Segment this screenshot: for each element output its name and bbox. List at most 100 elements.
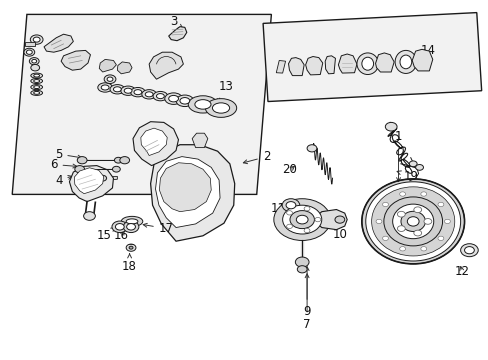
Ellipse shape bbox=[194, 100, 211, 109]
Text: 19: 19 bbox=[396, 170, 417, 183]
Ellipse shape bbox=[413, 230, 421, 236]
Polygon shape bbox=[117, 62, 132, 74]
Text: 15: 15 bbox=[96, 228, 115, 242]
Ellipse shape bbox=[415, 165, 423, 170]
Ellipse shape bbox=[164, 93, 182, 104]
Ellipse shape bbox=[83, 212, 95, 220]
Polygon shape bbox=[61, 50, 90, 70]
Ellipse shape bbox=[142, 90, 156, 99]
Ellipse shape bbox=[99, 175, 106, 181]
Polygon shape bbox=[168, 27, 186, 41]
Ellipse shape bbox=[304, 228, 309, 233]
Ellipse shape bbox=[397, 211, 405, 217]
Ellipse shape bbox=[31, 64, 40, 71]
Ellipse shape bbox=[104, 75, 116, 84]
Polygon shape bbox=[325, 56, 335, 74]
Ellipse shape bbox=[399, 55, 411, 69]
Ellipse shape bbox=[126, 219, 138, 224]
Ellipse shape bbox=[212, 103, 229, 113]
Polygon shape bbox=[316, 210, 346, 230]
Text: 10: 10 bbox=[331, 224, 346, 240]
Ellipse shape bbox=[306, 145, 316, 152]
Ellipse shape bbox=[101, 85, 109, 90]
Ellipse shape bbox=[124, 88, 132, 93]
Text: 7: 7 bbox=[303, 274, 310, 330]
Ellipse shape bbox=[145, 92, 153, 97]
Polygon shape bbox=[25, 42, 35, 46]
Ellipse shape bbox=[156, 94, 164, 99]
Ellipse shape bbox=[304, 207, 309, 211]
Ellipse shape bbox=[356, 53, 378, 75]
Ellipse shape bbox=[296, 215, 307, 224]
Polygon shape bbox=[74, 168, 103, 194]
Polygon shape bbox=[159, 163, 211, 212]
Text: 9: 9 bbox=[303, 267, 310, 318]
Ellipse shape bbox=[314, 217, 320, 222]
Ellipse shape bbox=[460, 244, 477, 257]
Ellipse shape bbox=[361, 179, 464, 264]
Ellipse shape bbox=[282, 205, 321, 234]
Text: 17: 17 bbox=[143, 222, 173, 235]
Ellipse shape bbox=[176, 95, 193, 107]
Ellipse shape bbox=[371, 187, 454, 256]
Ellipse shape bbox=[123, 221, 139, 233]
Ellipse shape bbox=[34, 86, 40, 89]
Text: 12: 12 bbox=[454, 265, 468, 278]
Ellipse shape bbox=[129, 246, 133, 249]
Ellipse shape bbox=[394, 50, 416, 73]
Ellipse shape bbox=[32, 59, 37, 63]
Ellipse shape bbox=[34, 91, 40, 94]
Ellipse shape bbox=[34, 80, 40, 82]
Ellipse shape bbox=[273, 199, 330, 240]
Ellipse shape bbox=[297, 266, 306, 273]
Text: 18: 18 bbox=[122, 254, 137, 273]
Ellipse shape bbox=[180, 98, 189, 104]
Ellipse shape bbox=[375, 219, 381, 224]
Ellipse shape bbox=[114, 157, 122, 163]
Ellipse shape bbox=[392, 204, 433, 239]
Text: 20: 20 bbox=[282, 163, 297, 176]
Ellipse shape bbox=[126, 224, 135, 230]
Polygon shape bbox=[106, 176, 117, 180]
Ellipse shape bbox=[153, 91, 167, 101]
Polygon shape bbox=[338, 54, 356, 73]
Ellipse shape bbox=[33, 37, 40, 42]
Ellipse shape bbox=[107, 77, 113, 81]
Ellipse shape bbox=[361, 57, 373, 70]
Text: 3: 3 bbox=[169, 15, 182, 28]
Ellipse shape bbox=[437, 202, 443, 207]
Polygon shape bbox=[85, 176, 100, 180]
Ellipse shape bbox=[75, 166, 84, 173]
Text: 6: 6 bbox=[50, 158, 77, 171]
Ellipse shape bbox=[408, 161, 416, 167]
Text: 16: 16 bbox=[114, 229, 128, 242]
Ellipse shape bbox=[420, 192, 426, 196]
Ellipse shape bbox=[420, 247, 426, 251]
Ellipse shape bbox=[365, 182, 460, 261]
Text: 2: 2 bbox=[243, 150, 270, 164]
Ellipse shape bbox=[382, 236, 387, 240]
Ellipse shape bbox=[295, 257, 308, 267]
Ellipse shape bbox=[29, 58, 39, 65]
Ellipse shape bbox=[437, 236, 443, 240]
Ellipse shape bbox=[285, 202, 295, 209]
Ellipse shape bbox=[130, 87, 145, 97]
Polygon shape bbox=[12, 14, 271, 194]
Ellipse shape bbox=[444, 219, 449, 224]
Ellipse shape bbox=[286, 224, 292, 229]
Ellipse shape bbox=[77, 157, 87, 164]
Ellipse shape bbox=[26, 50, 32, 54]
Polygon shape bbox=[288, 58, 304, 76]
Ellipse shape bbox=[399, 247, 405, 251]
Ellipse shape bbox=[413, 207, 421, 213]
Text: 1: 1 bbox=[394, 130, 402, 181]
Ellipse shape bbox=[464, 247, 473, 254]
Ellipse shape bbox=[121, 216, 142, 226]
Ellipse shape bbox=[31, 90, 42, 95]
Ellipse shape bbox=[334, 216, 344, 223]
Polygon shape bbox=[99, 59, 116, 72]
Ellipse shape bbox=[188, 96, 217, 113]
Ellipse shape bbox=[78, 175, 86, 181]
Ellipse shape bbox=[126, 244, 136, 251]
Polygon shape bbox=[276, 60, 285, 73]
